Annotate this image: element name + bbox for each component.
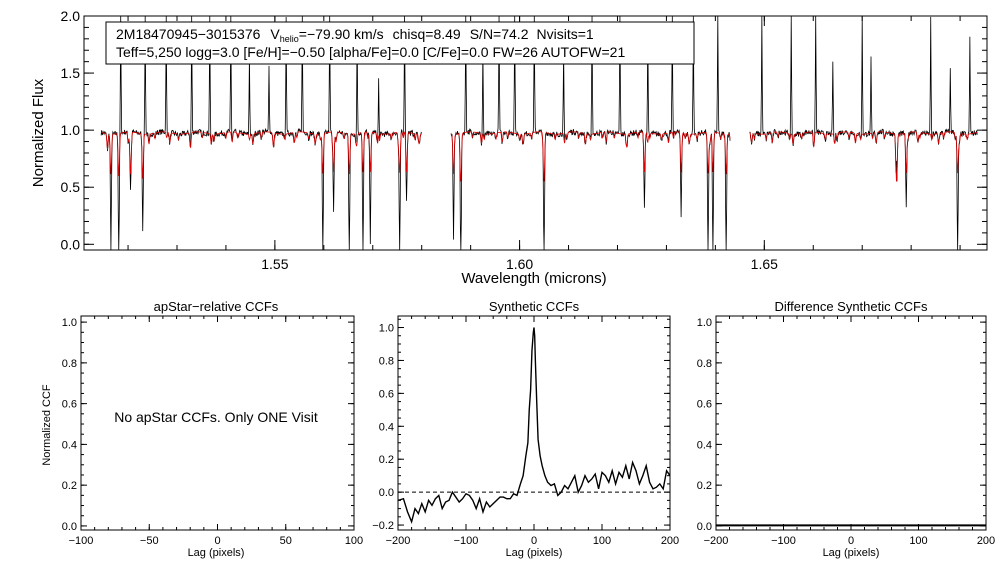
spectrum-info-box	[105, 21, 695, 65]
spectrum-panel: 1.55 1.60 1.65 0.0 0.5 1.0 1.5 2.0 2M18470945−3…	[30, 8, 988, 287]
y-tick-label: 0.0	[379, 487, 394, 499]
synthetic-data	[397, 327, 671, 524]
spectrum-frame	[83, 15, 988, 251]
apstar-panel: apStar−relative CCFs −100 −50 0 50 100 0.0 0.2…	[41, 299, 363, 559]
x-tick-label: −50	[140, 535, 159, 547]
y-tick-label: 0.8	[697, 358, 712, 370]
difference-xlabel: Lag (pixels)	[823, 547, 880, 559]
difference-title: Difference Synthetic CCFs	[775, 299, 928, 314]
x-tick-label: 200	[661, 535, 679, 547]
x-tick-label: 0	[214, 535, 220, 547]
apstar-ticks: −100 −50 0 50 100 0.0 0.2 0.4 0.6 0.8 1.0	[62, 316, 363, 547]
synthetic-panel: Synthetic CCFs −200 −100 0 100 200 −0.2 0.0 0.2…	[372, 299, 679, 559]
spectrum-xlabel: Wavelength (microns)	[461, 270, 606, 287]
spectrum-info-line1: 2M18470945−3015376 Vhelio=−79.90 km/s chis…	[116, 26, 594, 44]
x-tick-label: −100	[69, 535, 94, 547]
snr-value: S/N=74.2	[470, 26, 529, 42]
apstar-xlabel: Lag (pixels)	[188, 547, 245, 559]
y-tick-label: 1.0	[697, 317, 712, 329]
x-tick-label: 0	[531, 535, 537, 547]
x-tick-label: 1.65	[751, 256, 778, 272]
y-tick-label: 0.0	[61, 236, 81, 252]
apstar-ylabel: Normalized CCF	[41, 384, 53, 466]
model-spectrum-line	[101, 131, 422, 179]
difference-panel: Difference Synthetic CCFs −200 −100 0 100 20…	[697, 299, 995, 559]
x-tick-label: −100	[454, 535, 479, 547]
y-tick-label: 0.2	[62, 480, 77, 492]
synthetic-xlabel: Lag (pixels)	[506, 547, 563, 559]
y-tick-label: 0.6	[379, 388, 394, 400]
model-spectrum-line	[450, 131, 731, 182]
spectrum-ticks: 1.55 1.60 1.65 0.0 0.5 1.0 1.5 2.0	[61, 8, 987, 272]
y-tick-label: 0.4	[62, 439, 77, 451]
y-tick-label: 1.0	[62, 317, 77, 329]
x-tick-label: 0	[848, 535, 854, 547]
apstar-title: apStar−relative CCFs	[154, 299, 279, 314]
x-tick-label: 1.55	[261, 256, 288, 272]
x-tick-label: 100	[593, 535, 611, 547]
apstar-annotation: No apStar CCFs. Only ONE Visit	[114, 409, 318, 425]
y-tick-label: 0.2	[697, 480, 712, 492]
y-tick-label: 0.4	[697, 439, 712, 451]
vhelio-value: =−79.90 km/s	[299, 26, 384, 42]
y-tick-label: −0.2	[372, 520, 394, 532]
x-tick-label: −200	[386, 535, 411, 547]
y-tick-label: 0.6	[62, 399, 77, 411]
spectrum-data	[100, 15, 978, 250]
x-tick-label: 50	[280, 535, 292, 547]
y-tick-label: 0.2	[379, 454, 394, 466]
y-tick-label: 0.5	[61, 179, 81, 195]
x-tick-label: 100	[345, 535, 363, 547]
x-tick-label: −200	[704, 535, 729, 547]
x-tick-label: 200	[977, 535, 995, 547]
y-tick-label: 1.5	[61, 65, 81, 81]
y-tick-label: 0.0	[697, 521, 712, 533]
synthetic-ticks: −200 −100 0 100 200 −0.2 0.0 0.2 0.4 0.6 0.8 1.0	[372, 316, 679, 547]
synthetic-title: Synthetic CCFs	[489, 299, 580, 314]
ccf-line	[397, 327, 671, 524]
x-tick-label: −100	[771, 535, 796, 547]
y-tick-label: 0.6	[697, 399, 712, 411]
y-tick-label: 0.4	[379, 421, 394, 433]
spectrum-ylabel: Normalized Flux	[30, 78, 47, 187]
y-tick-label: 1.0	[61, 122, 81, 138]
vhelio-subscript: helio	[280, 34, 299, 44]
star-id: 2M18470945−3015376	[116, 26, 261, 42]
y-tick-label: 2.0	[61, 8, 81, 24]
observed-spectrum-line	[749, 15, 978, 250]
model-spectrum-line	[749, 131, 978, 182]
y-tick-label: 0.0	[62, 521, 77, 533]
x-tick-label: 1.60	[506, 256, 533, 272]
x-tick-label: 100	[909, 535, 927, 547]
y-tick-label: 0.8	[62, 358, 77, 370]
vhelio-label: V	[270, 26, 280, 42]
spectrum-info-line2: Teff=5,250 logg=3.0 [Fe/H]=−0.50 [alpha/…	[116, 44, 625, 60]
chisq-value: chisq=8.49	[393, 26, 461, 42]
difference-ticks: −200 −100 0 100 200 0.0 0.2 0.4 0.6 0.8 1.0	[697, 316, 995, 547]
nvisits-value: Nvisits=1	[536, 26, 593, 42]
y-tick-label: 1.0	[379, 323, 394, 335]
y-tick-label: 0.8	[379, 355, 394, 367]
difference-frame	[715, 315, 987, 531]
